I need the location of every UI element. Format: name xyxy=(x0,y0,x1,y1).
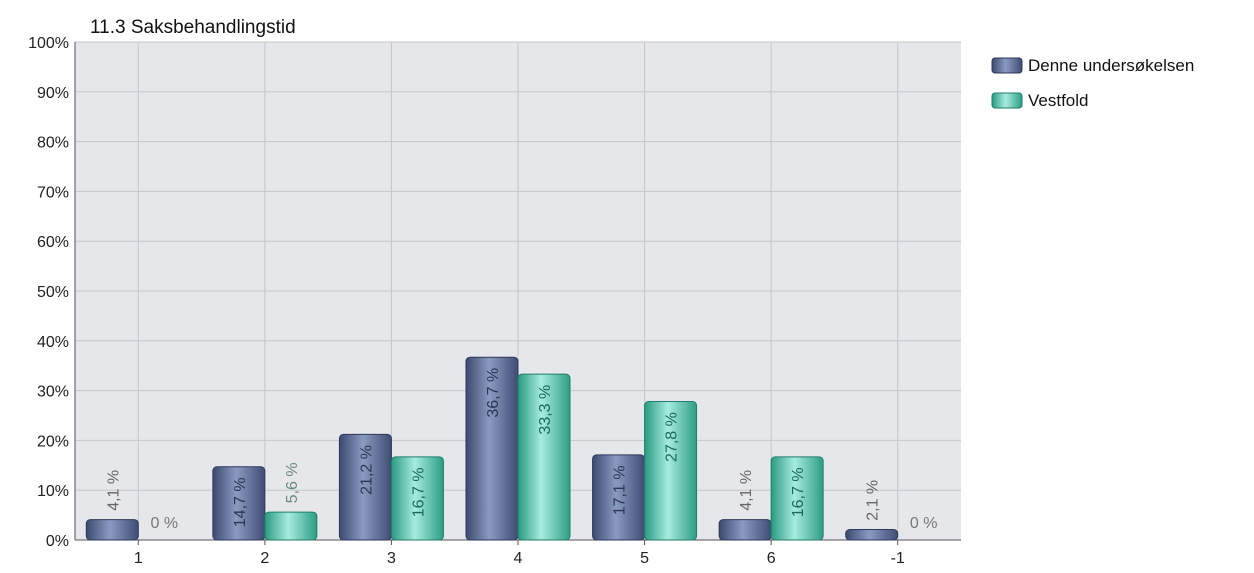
bar-denne--1 xyxy=(845,529,899,541)
legend-swatch xyxy=(991,92,1023,109)
data-label: 0 % xyxy=(150,515,178,532)
x-tick-label: -1 xyxy=(891,550,905,567)
x-tick-label: 6 xyxy=(767,550,776,567)
legend-label: Vestfold xyxy=(1028,91,1089,110)
bar-denne-2 xyxy=(212,466,266,541)
x-tick-label: 3 xyxy=(387,550,396,567)
y-tick-label: 80% xyxy=(37,135,69,152)
legend-swatch xyxy=(991,57,1023,74)
y-tick-label: 40% xyxy=(37,334,69,351)
bar-denne-6 xyxy=(718,519,772,541)
x-tick-label: 2 xyxy=(260,550,269,567)
data-label: 17,1 % xyxy=(612,465,629,515)
x-tick-label: 4 xyxy=(514,550,523,567)
y-axis: 0% 10% 20% 30% 40% 50% 60% 70% 80% 90% 100% xyxy=(28,35,76,550)
y-tick-label: 20% xyxy=(37,433,69,450)
data-label: 4,1 % xyxy=(738,470,755,511)
data-label: 14,7 % xyxy=(232,477,249,527)
chart-title: 11.3 Saksbehandlingstid xyxy=(90,17,296,38)
data-label: 2,1 % xyxy=(865,480,882,521)
data-label: 33,3 % xyxy=(537,385,554,435)
bar-vestfold-4 xyxy=(517,373,571,541)
y-tick-label: 60% xyxy=(37,234,69,251)
y-tick-label: 70% xyxy=(37,184,69,201)
bars: 4,1 % 14,7 % 21,2 % 36,7 % 17,1 % 4,1 % 2,1 % 0… xyxy=(85,356,938,541)
data-label: 4,1 % xyxy=(105,470,122,511)
x-tick-label: 5 xyxy=(640,550,649,567)
y-tick-label: 0% xyxy=(46,533,69,550)
bar-vestfold-2 xyxy=(264,511,318,541)
x-tick-label: 1 xyxy=(134,550,143,567)
legend: Denne undersøkelsen Vestfold xyxy=(991,56,1194,110)
data-label: 16,7 % xyxy=(790,467,807,517)
data-label: 0 % xyxy=(910,515,938,532)
data-label: 21,2 % xyxy=(358,445,375,495)
data-label: 5,6 % xyxy=(284,462,301,503)
y-tick-label: 10% xyxy=(37,483,69,500)
data-label: 36,7 % xyxy=(485,368,502,418)
bar-vestfold-3 xyxy=(390,456,444,541)
legend-label: Denne undersøkelsen xyxy=(1028,56,1194,75)
bar-vestfold-6 xyxy=(770,456,824,541)
bar-vestfold-5 xyxy=(644,401,698,541)
bar-denne-1 xyxy=(85,519,139,541)
y-tick-label: 50% xyxy=(37,284,69,301)
y-tick-label: 30% xyxy=(37,384,69,401)
y-tick-label: 90% xyxy=(37,85,69,102)
data-label: 27,8 % xyxy=(664,412,681,462)
data-label: 16,7 % xyxy=(410,467,427,517)
x-axis: 1 2 3 4 5 6 -1 xyxy=(75,539,961,567)
y-tick-label: 100% xyxy=(28,35,69,52)
